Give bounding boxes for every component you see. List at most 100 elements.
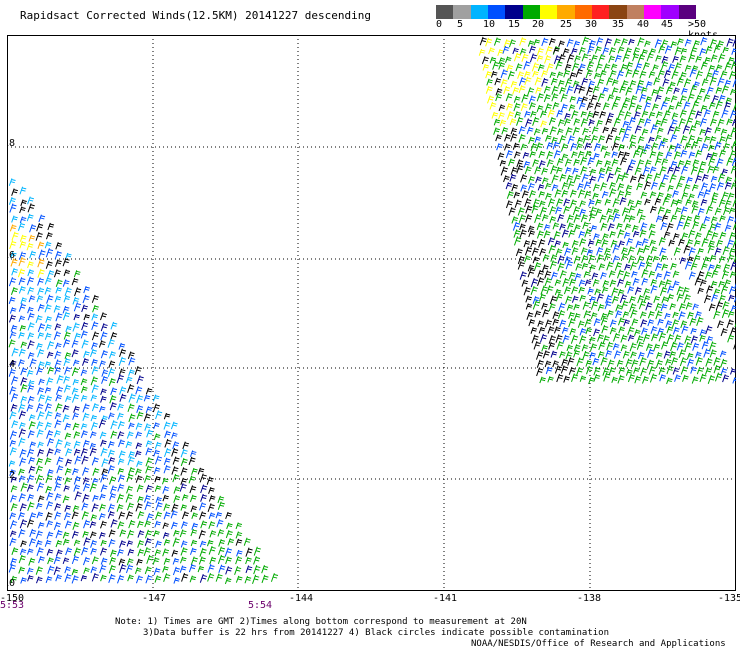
wind-barb [580, 213, 588, 223]
wind-barb [573, 344, 581, 352]
wind-barb [19, 251, 27, 260]
wind-barb [708, 144, 715, 152]
wind-barb [564, 63, 572, 71]
wind-barb [82, 439, 90, 448]
wind-barb [91, 556, 99, 565]
wind-barb [674, 334, 682, 343]
wind-barb [590, 134, 598, 144]
wind-barb [189, 485, 197, 494]
wind-barb [145, 447, 153, 456]
wind-barb [534, 262, 542, 271]
wind-barb [28, 295, 36, 303]
wind-barb [100, 395, 107, 403]
wind-barb [578, 63, 586, 71]
wind-barb [73, 484, 81, 492]
wind-barb [665, 358, 672, 366]
wind-barb [527, 87, 535, 96]
wind-barb [703, 189, 711, 199]
wind-barb [64, 366, 72, 375]
wind-barb [701, 340, 709, 350]
wind-barb [724, 224, 732, 232]
wind-barb [512, 142, 520, 150]
wind-barb [719, 350, 727, 358]
wind-barb [63, 384, 71, 393]
wind-barb [678, 117, 686, 128]
wind-barb [587, 288, 594, 295]
wind-barb [640, 191, 648, 199]
wind-barb [499, 119, 507, 127]
wind-barb [729, 247, 736, 255]
wind-barb [584, 318, 592, 328]
wind-barb [569, 199, 577, 208]
wind-barb [625, 184, 633, 192]
wind-barb [584, 228, 592, 238]
wind-barb [491, 111, 499, 119]
wind-barb [541, 177, 549, 185]
wind-barb [490, 70, 498, 78]
wind-barb [64, 566, 71, 574]
wind-barb [657, 86, 664, 95]
wind-barb [171, 432, 178, 439]
wind-barb [109, 350, 116, 359]
wind-barb [529, 102, 536, 110]
wind-barb [155, 511, 163, 520]
wind-barb [673, 233, 680, 240]
wind-barb [525, 214, 533, 223]
wind-barb [641, 327, 648, 335]
wind-barb [10, 530, 17, 537]
wind-barb [709, 135, 717, 144]
wind-barb [521, 53, 529, 62]
wind-barb [649, 150, 657, 159]
wind-barb [656, 151, 664, 159]
wind-barb [54, 259, 62, 267]
wind-barb [719, 231, 727, 240]
wind-barb [665, 151, 673, 159]
wind-barb [631, 224, 639, 233]
wind-barb [64, 287, 72, 297]
wind-barb [550, 77, 558, 86]
wind-barb [73, 431, 81, 439]
wind-barb [498, 111, 505, 120]
wind-barb [661, 39, 669, 48]
wind-barb [650, 246, 658, 254]
wind-barb [126, 431, 134, 439]
wind-barb [579, 335, 587, 345]
wind-barb [579, 238, 587, 247]
wind-barb [524, 165, 532, 175]
wind-barb [80, 378, 88, 386]
wind-barb [529, 53, 538, 63]
wind-barb [71, 349, 79, 358]
wind-barb [27, 395, 35, 404]
wind-barb [9, 512, 16, 520]
wind-barb [517, 71, 524, 79]
wind-barb [537, 269, 545, 278]
wind-barb [521, 279, 529, 287]
wind-barb [53, 331, 61, 340]
wind-barb [730, 261, 736, 271]
wind-barb [80, 394, 88, 402]
wind-barb [544, 360, 552, 368]
wind-barb [655, 302, 663, 312]
wind-barb [669, 350, 677, 359]
wind-barb [80, 447, 88, 457]
wind-barb [20, 376, 28, 386]
wind-barb [692, 342, 700, 351]
wind-barb [515, 248, 523, 257]
wind-barb [109, 476, 117, 485]
wind-barb [513, 52, 522, 62]
wind-barb [610, 63, 618, 70]
wind-barb [252, 574, 260, 584]
wind-barb [64, 477, 72, 485]
wind-barb [586, 60, 595, 71]
wind-barb [153, 449, 160, 457]
wind-barb [714, 372, 723, 382]
wind-barb [155, 496, 162, 504]
wind-barb [555, 248, 563, 256]
wind-barb [592, 110, 600, 119]
wind-barb [146, 554, 154, 564]
wind-barb [558, 53, 566, 64]
wind-barb [542, 308, 550, 318]
wind-barb [730, 182, 736, 190]
wind-barb [651, 88, 658, 97]
wind-barb [180, 556, 187, 564]
